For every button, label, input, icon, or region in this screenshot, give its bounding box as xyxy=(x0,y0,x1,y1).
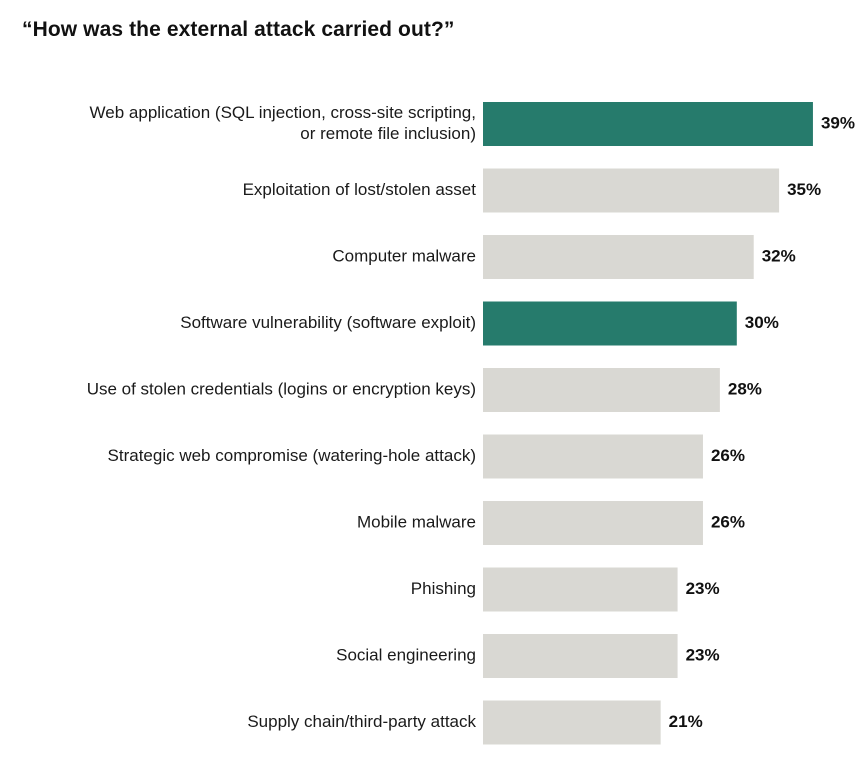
category-label-1-line-1: Web application (SQL injection, cross-si… xyxy=(90,103,476,122)
bar-5 xyxy=(483,368,720,412)
category-label-2: Exploitation of lost/stolen asset xyxy=(243,180,477,199)
category-label-3: Computer malware xyxy=(332,246,476,265)
category-label-1-line-2: or remote file inclusion) xyxy=(300,124,476,143)
bar-10 xyxy=(483,700,661,745)
category-label-7: Mobile malware xyxy=(357,512,476,531)
chart-title: “How was the external attack carried out… xyxy=(22,18,455,41)
category-label-6: Strategic web compromise (watering-hole … xyxy=(108,446,476,465)
bar-8 xyxy=(483,567,678,612)
value-label-7: 26% xyxy=(711,512,745,531)
bar-7 xyxy=(483,501,703,545)
bar-9 xyxy=(483,634,678,678)
category-label-4: Software vulnerability (software exploit… xyxy=(180,313,476,332)
value-label-9: 23% xyxy=(686,645,720,664)
value-label-1: 39% xyxy=(821,113,855,132)
value-label-6: 26% xyxy=(711,446,745,465)
category-label-10: Supply chain/third-party attack xyxy=(247,712,476,731)
category-label-9: Social engineering xyxy=(336,645,476,664)
value-label-4: 30% xyxy=(745,313,779,332)
bar-2 xyxy=(483,168,780,213)
bar-1 xyxy=(483,102,813,146)
value-label-8: 23% xyxy=(686,579,720,598)
category-label-8: Phishing xyxy=(411,579,476,598)
value-label-3: 32% xyxy=(762,246,796,265)
bar-3 xyxy=(483,235,754,279)
bar-4 xyxy=(483,301,737,346)
bar-6 xyxy=(483,434,703,479)
category-label-5: Use of stolen credentials (logins or enc… xyxy=(87,379,476,398)
value-label-2: 35% xyxy=(787,180,821,199)
value-label-5: 28% xyxy=(728,379,762,398)
value-label-10: 21% xyxy=(669,712,703,731)
